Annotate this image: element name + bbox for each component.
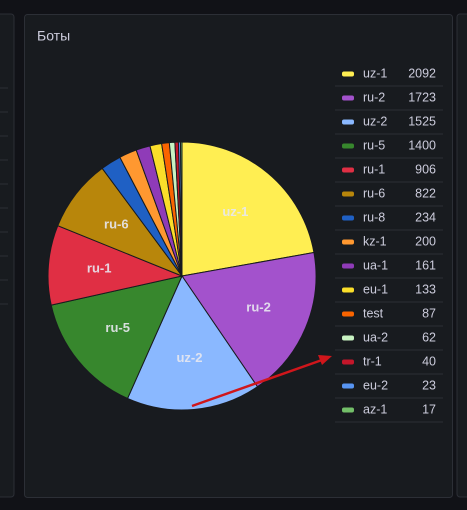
legend-value: 62	[422, 330, 436, 344]
legend-label: ru-1	[363, 162, 385, 176]
legend-value: 87	[422, 306, 436, 320]
legend-swatch	[342, 143, 354, 149]
legend-label: ru-2	[363, 90, 385, 104]
legend-swatch	[342, 287, 354, 293]
side-panel	[456, 13, 467, 498]
legend-value: 2092	[408, 66, 436, 80]
legend-value: 822	[415, 186, 436, 200]
legend-value: 161	[415, 258, 436, 272]
legend-label: eu-1	[363, 282, 388, 296]
slice-label: uz-1	[222, 204, 248, 219]
legend-label: ru-8	[363, 210, 385, 224]
legend-swatch	[342, 95, 354, 101]
legend-label: kz-1	[363, 234, 387, 248]
legend-swatch	[342, 311, 354, 317]
legend-label: ru-5	[363, 138, 385, 152]
legend-swatch	[342, 167, 354, 173]
legend-value: 1723	[408, 90, 436, 104]
pie: uz-1 ru-2 uz-2 ru-5 ru-1 ru-6	[47, 141, 317, 411]
side-panel-rows	[0, 87, 8, 305]
legend-swatch	[342, 359, 354, 365]
legend-swatch	[342, 407, 354, 413]
legend-value: 200	[415, 234, 436, 248]
slice-label: ru-2	[246, 300, 271, 315]
pie-slice	[50, 275, 183, 400]
legend-value: 1525	[408, 114, 436, 128]
legend-label: tr-1	[363, 354, 382, 368]
legend-label: ru-6	[363, 186, 385, 200]
legend-swatch	[342, 191, 354, 197]
legend-label: eu-2	[363, 378, 388, 392]
slice-label: ru-5	[105, 320, 130, 335]
legend-label: az-1	[363, 402, 387, 416]
legend-label: uz-1	[363, 66, 387, 80]
legend-value: 133	[415, 282, 436, 296]
annotation-arrow	[191, 355, 332, 408]
legend-value: 1400	[408, 138, 436, 152]
pie-slice	[47, 225, 184, 306]
panel-title: Боты	[37, 28, 70, 44]
legend-swatch	[342, 383, 354, 389]
legend-swatch	[342, 215, 354, 221]
legend-value: 234	[415, 210, 436, 224]
legend-swatch	[342, 119, 354, 125]
legend-swatch	[342, 239, 354, 245]
legend-swatch	[342, 263, 354, 269]
slice-label: uz-2	[176, 350, 202, 365]
legend-label: test	[363, 306, 384, 320]
legend-label: ua-2	[363, 330, 388, 344]
slice-label: ru-6	[104, 217, 129, 232]
legend-value: 906	[415, 162, 436, 176]
legend-label: uz-2	[363, 114, 387, 128]
legend-value: 17	[422, 402, 436, 416]
pie-slice	[179, 141, 183, 277]
pie-slice	[181, 141, 315, 277]
slice-label: ru-1	[87, 261, 112, 276]
legend-value: 40	[422, 354, 436, 368]
legend-label: ua-1	[363, 258, 388, 272]
legend-value: 23	[422, 378, 436, 392]
legend-swatch	[342, 71, 354, 77]
pie-slice	[126, 274, 259, 411]
legend-swatch	[342, 335, 354, 341]
